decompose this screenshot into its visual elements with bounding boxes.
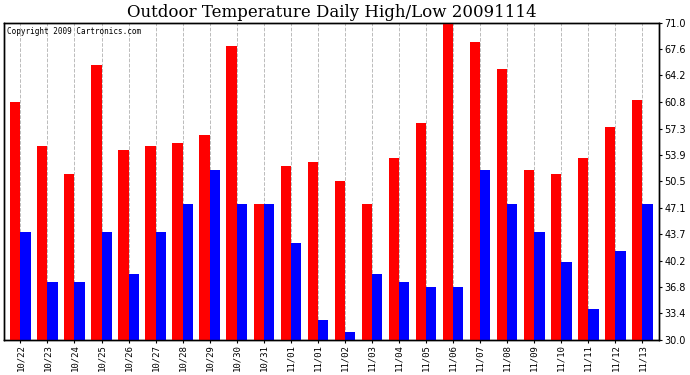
Bar [291, 243, 301, 340]
Bar [605, 127, 615, 340]
Bar [48, 282, 58, 340]
Bar [362, 204, 372, 340]
Bar [335, 181, 345, 340]
Bar [183, 204, 193, 340]
Bar [75, 282, 85, 340]
Bar [199, 135, 210, 340]
Bar [589, 309, 599, 340]
Bar [146, 147, 156, 340]
Bar [632, 100, 642, 340]
Bar [128, 274, 139, 340]
Bar [10, 102, 21, 340]
Bar [426, 287, 436, 340]
Bar [443, 23, 453, 340]
Bar [21, 231, 30, 340]
Bar [372, 274, 382, 340]
Bar [156, 231, 166, 340]
Bar [118, 150, 128, 340]
Bar [399, 282, 409, 340]
Bar [264, 204, 274, 340]
Bar [507, 204, 518, 340]
Bar [281, 166, 291, 340]
Bar [101, 231, 112, 340]
Bar [470, 42, 480, 340]
Bar [551, 174, 561, 340]
Bar [561, 262, 571, 340]
Bar [453, 287, 464, 340]
Bar [578, 158, 589, 340]
Bar [416, 123, 426, 340]
Bar [497, 69, 507, 340]
Bar [91, 65, 101, 340]
Bar [253, 204, 264, 340]
Bar [388, 158, 399, 340]
Bar [318, 321, 328, 340]
Bar [210, 170, 220, 340]
Bar [308, 162, 318, 340]
Bar [64, 174, 75, 340]
Bar [37, 147, 48, 340]
Bar [534, 231, 544, 340]
Text: Copyright 2009 Cartronics.com: Copyright 2009 Cartronics.com [8, 27, 141, 36]
Bar [172, 142, 183, 340]
Bar [480, 170, 491, 340]
Bar [642, 204, 653, 340]
Bar [237, 204, 247, 340]
Bar [345, 332, 355, 340]
Bar [615, 251, 626, 340]
Bar [226, 46, 237, 340]
Bar [524, 170, 534, 340]
Title: Outdoor Temperature Daily High/Low 20091114: Outdoor Temperature Daily High/Low 20091… [126, 4, 536, 21]
